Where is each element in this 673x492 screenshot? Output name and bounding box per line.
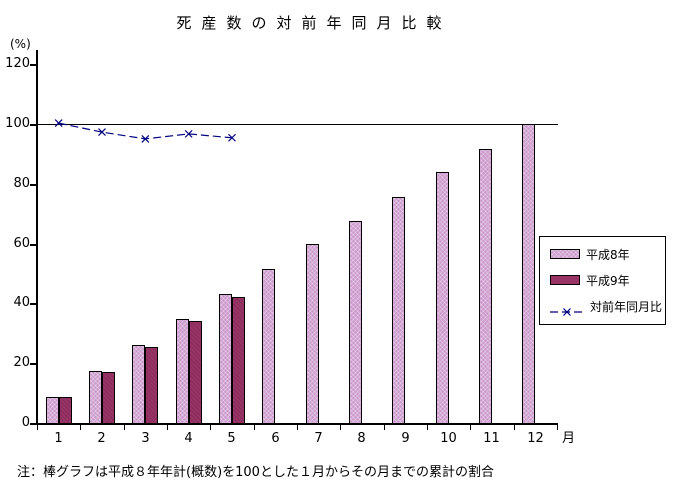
bar-h8-month-7 <box>306 244 319 424</box>
y-tick-label-20: 20 <box>13 355 30 370</box>
x-tick-label-11: 11 <box>483 431 500 446</box>
bar-h8-month-5 <box>219 294 232 424</box>
x-tick-12 <box>557 425 558 430</box>
footnote: 注：棒グラフは平成８年年計(概数)を100とした１月からその月までの累計の割合 <box>17 465 494 480</box>
y-tick-80 <box>30 184 37 186</box>
bar-h8-month-3 <box>132 345 145 424</box>
bar-h8-month-1 <box>46 397 59 424</box>
x-tick-label-3: 3 <box>141 431 150 446</box>
x-tick-label-8: 8 <box>357 431 366 446</box>
x-tick-label-1: 1 <box>54 431 63 446</box>
bar-h8-month-12 <box>522 124 535 424</box>
legend-label-heisei8: 平成8年 <box>586 247 630 262</box>
x-tick-label-10: 10 <box>440 431 457 446</box>
y-axis-unit-label: (%) <box>10 37 31 51</box>
y-tick-label-100: 100 <box>5 116 30 131</box>
x-tick-label-4: 4 <box>184 431 193 446</box>
x-tick-8 <box>384 425 385 430</box>
legend-item-ratio-line: 対前年同月比 <box>550 298 665 316</box>
y-tick-40 <box>30 303 37 305</box>
x-tick-label-2: 2 <box>97 431 106 446</box>
bar-h8-month-2 <box>89 371 102 424</box>
y-tick-20 <box>30 363 37 365</box>
legend-swatch-heisei9 <box>550 275 580 286</box>
y-tick-label-0: 0 <box>21 415 30 430</box>
x-tick-0 <box>37 425 38 430</box>
bar-h8-month-10 <box>436 172 449 424</box>
bar-h8-month-4 <box>176 319 189 424</box>
bar-h8-month-9 <box>392 197 405 424</box>
bar-h8-month-6 <box>262 269 275 424</box>
y-tick-label-80: 80 <box>13 176 30 191</box>
chart-title: 死産数の対前年同月比較 <box>176 14 452 32</box>
x-tick-3 <box>167 425 168 430</box>
legend: 平成8年 平成9年 対前年同月比 <box>539 236 666 325</box>
legend-swatch-heisei8 <box>550 249 580 260</box>
y-tick-100 <box>30 124 37 126</box>
legend-line-symbol <box>550 302 584 316</box>
x-tick-7 <box>340 425 341 430</box>
x-tick-5 <box>254 425 255 430</box>
x-tick-label-12: 12 <box>527 431 544 446</box>
bar-h8-month-8 <box>349 221 362 424</box>
x-axis <box>36 423 558 425</box>
legend-label-heisei9: 平成9年 <box>586 273 630 288</box>
x-axis-unit-label: 月 <box>562 431 576 446</box>
bar-h8-month-11 <box>479 149 492 424</box>
x-tick-label-5: 5 <box>227 431 236 446</box>
x-tick-10 <box>470 425 471 430</box>
y-tick-60 <box>30 244 37 246</box>
x-tick-2 <box>124 425 125 430</box>
x-tick-1 <box>80 425 81 430</box>
x-tick-4 <box>210 425 211 430</box>
x-tick-9 <box>427 425 428 430</box>
bar-h9-month-4 <box>189 321 202 424</box>
y-tick-label-120: 120 <box>5 56 30 71</box>
legend-item-heisei9: 平成9年 <box>550 272 665 289</box>
y-tick-label-40: 40 <box>13 295 30 310</box>
legend-item-heisei8: 平成8年 <box>550 246 665 263</box>
dash-x-marker-icon <box>550 307 584 316</box>
legend-label-ratio-line: 対前年同月比 <box>590 300 663 315</box>
x-tick-label-6: 6 <box>271 431 280 446</box>
bar-h9-month-3 <box>145 347 158 424</box>
y-tick-label-60: 60 <box>13 236 30 251</box>
x-tick-6 <box>297 425 298 430</box>
y-tick-0 <box>30 423 37 425</box>
y-axis <box>36 50 38 425</box>
bar-h9-month-5 <box>232 297 245 424</box>
bar-h9-month-2 <box>102 372 115 424</box>
x-tick-label-7: 7 <box>314 431 323 446</box>
bar-h9-month-1 <box>59 397 72 424</box>
reference-line-100 <box>37 124 558 125</box>
x-tick-11 <box>514 425 515 430</box>
x-tick-label-9: 9 <box>401 431 410 446</box>
y-tick-120 <box>30 64 37 66</box>
